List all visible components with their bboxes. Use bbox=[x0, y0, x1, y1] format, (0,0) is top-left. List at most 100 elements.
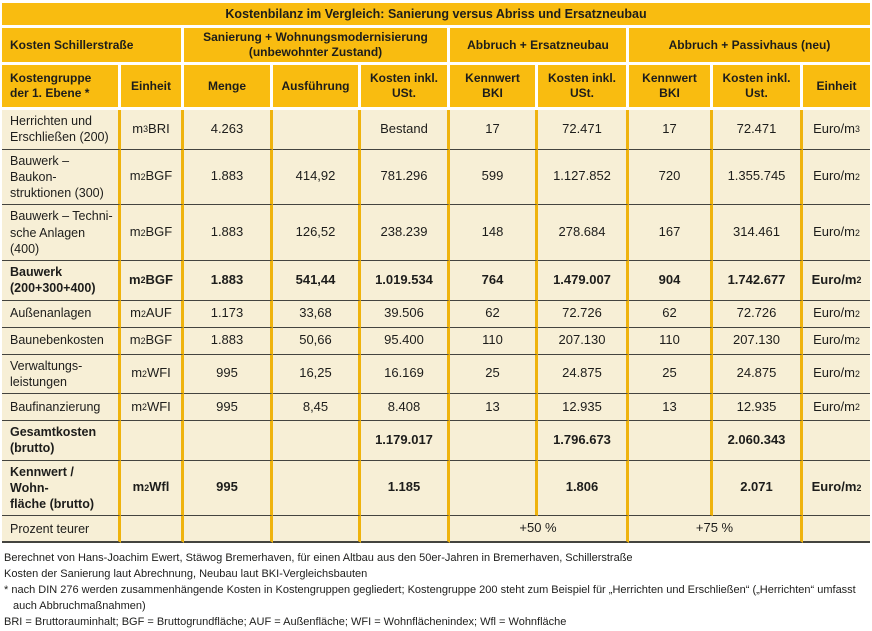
table-cell: 110 bbox=[629, 327, 713, 355]
table-cell: 13 bbox=[629, 394, 713, 421]
column-header-4: Ausführung bbox=[273, 65, 361, 110]
table-cell bbox=[184, 421, 273, 461]
table-cell bbox=[450, 421, 538, 461]
table-cell: 1.355.745 bbox=[713, 149, 803, 206]
table-cell: +50 % bbox=[450, 516, 629, 544]
table-cell: Bestand bbox=[361, 110, 450, 150]
table-cell: 1.806 bbox=[538, 460, 629, 517]
table-cell: 1.742.677 bbox=[713, 261, 803, 301]
table-cell: 1.796.673 bbox=[538, 421, 629, 461]
table-cell bbox=[121, 421, 184, 461]
column-header-2: Einheit bbox=[121, 65, 184, 110]
table-title: Kostenbilanz im Vergleich: Sanierung ver… bbox=[2, 3, 870, 28]
column-header-9: Kosten inkl. Ust. bbox=[713, 65, 803, 110]
row-label: Herrichten und Erschließen (200) bbox=[2, 110, 121, 150]
table-cell: 17 bbox=[629, 110, 713, 150]
table-cell: 1.179.017 bbox=[361, 421, 450, 461]
table-cell bbox=[361, 516, 450, 544]
table-cell: 764 bbox=[450, 261, 538, 301]
table-cell: 1.883 bbox=[184, 205, 273, 261]
table-cell: 207.130 bbox=[713, 327, 803, 355]
table-cell: Euro/m 2 bbox=[803, 460, 870, 517]
table-cell: 110 bbox=[450, 327, 538, 355]
table-cell: 25 bbox=[629, 354, 713, 394]
table-cell: 17 bbox=[450, 110, 538, 150]
table-cell bbox=[273, 460, 361, 517]
row-label: Baunebenkosten bbox=[2, 327, 121, 355]
table-cell bbox=[121, 516, 184, 544]
table-cell: Euro/m 2 bbox=[803, 354, 870, 394]
footnote-abbreviations: BRI = Bruttorauminhalt; BGF = Bruttogrun… bbox=[4, 616, 567, 628]
table-cell: 1.173 bbox=[184, 300, 273, 328]
footnote-costs: Kosten der Sanierung laut Abrechnung, Ne… bbox=[4, 568, 368, 581]
table-cell: 314.461 bbox=[713, 205, 803, 261]
table-cell: 8,45 bbox=[273, 394, 361, 421]
table-cell: 1.883 bbox=[184, 149, 273, 206]
table-cell: +75 % bbox=[629, 516, 803, 544]
group-header-3: Abbruch + Ersatzneubau bbox=[450, 28, 629, 65]
column-header-6: Kennwert BKI bbox=[450, 65, 538, 110]
table-cell: 95.400 bbox=[361, 327, 450, 355]
row-label: Kennwert / Wohn-fläche (brutto) bbox=[2, 460, 121, 517]
cost-comparison-table: Kostenbilanz im Vergleich: Sanierung ver… bbox=[2, 3, 870, 544]
table-cell: 50,66 bbox=[273, 327, 361, 355]
table-cell bbox=[803, 421, 870, 461]
footnote-din276: * nach DIN 276 werden zusammenhängende K… bbox=[4, 584, 856, 613]
table-cell: 1.479.007 bbox=[538, 261, 629, 301]
table-cell: 12.935 bbox=[538, 394, 629, 421]
table-cell: Euro/m 3 bbox=[803, 110, 870, 150]
table-cell: 72.471 bbox=[713, 110, 803, 150]
table-cell: 2.071 bbox=[713, 460, 803, 517]
table-cell bbox=[273, 110, 361, 150]
table-cell: 62 bbox=[629, 300, 713, 328]
table-cell: 25 bbox=[450, 354, 538, 394]
table-cell: 16,25 bbox=[273, 354, 361, 394]
group-header-2: Sanierung + Wohnungsmodernisierung (unbew… bbox=[184, 28, 450, 65]
column-header-7: Kosten inkl. USt. bbox=[538, 65, 629, 110]
table-cell: 414,92 bbox=[273, 149, 361, 206]
table-cell: 167 bbox=[629, 205, 713, 261]
table-cell bbox=[629, 421, 713, 461]
footnote-source: Berechnet von Hans-Joachim Ewert, Stäwog… bbox=[4, 552, 633, 565]
table-cell: 126,52 bbox=[273, 205, 361, 261]
table-cell: 1.127.852 bbox=[538, 149, 629, 206]
table-cell: 62 bbox=[450, 300, 538, 328]
table-cell: 16.169 bbox=[361, 354, 450, 394]
row-label: Prozent teurer bbox=[2, 516, 121, 544]
row-label: Bauwerk – Techni-sche Anlagen (400) bbox=[2, 205, 121, 261]
table-cell: 995 bbox=[184, 460, 273, 517]
table-cell: 33,68 bbox=[273, 300, 361, 328]
table-cell: 995 bbox=[184, 394, 273, 421]
table-cell bbox=[273, 516, 361, 544]
table-cell: Euro/m 2 bbox=[803, 394, 870, 421]
table-cell: 72.471 bbox=[538, 110, 629, 150]
row-label: Gesamtkosten (brutto) bbox=[2, 421, 121, 461]
table-cell: 207.130 bbox=[538, 327, 629, 355]
table-cell: 995 bbox=[184, 354, 273, 394]
table-cell: 39.506 bbox=[361, 300, 450, 328]
table-cell: 904 bbox=[629, 261, 713, 301]
table-cell: 1.883 bbox=[184, 261, 273, 301]
table-cell: 720 bbox=[629, 149, 713, 206]
column-header-3: Menge bbox=[184, 65, 273, 110]
table-cell: Euro/m 2 bbox=[803, 300, 870, 328]
table-cell: Euro/m 2 bbox=[803, 149, 870, 206]
group-header-4: Abbruch + Passivhaus (neu) bbox=[629, 28, 870, 65]
table-cell bbox=[629, 460, 713, 517]
table-cell: 13 bbox=[450, 394, 538, 421]
column-header-1: Kostengruppe der 1. Ebene * bbox=[2, 65, 121, 110]
row-label: Verwaltungs-leistungen bbox=[2, 354, 121, 394]
table-cell: 8.408 bbox=[361, 394, 450, 421]
table-cell: 599 bbox=[450, 149, 538, 206]
row-label: Baufinanzierung bbox=[2, 394, 121, 421]
column-header-8: Kennwert BKI bbox=[629, 65, 713, 110]
column-header-10: Einheit bbox=[803, 65, 870, 110]
table-cell: 781.296 bbox=[361, 149, 450, 206]
